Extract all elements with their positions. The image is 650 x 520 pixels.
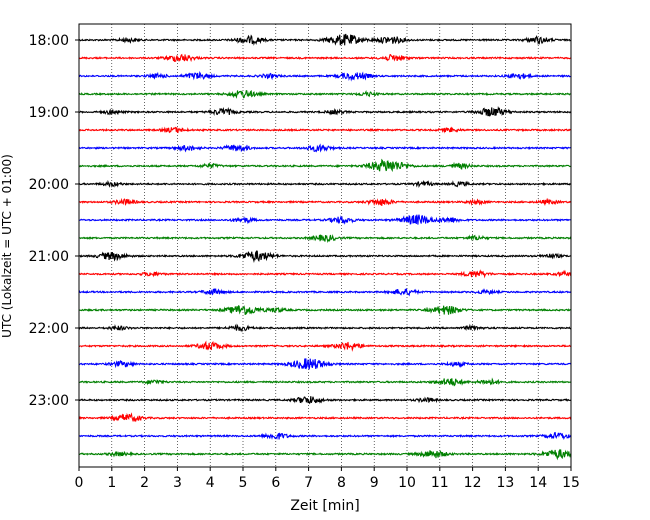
trace-20 bbox=[78, 396, 572, 405]
trace-group bbox=[78, 33, 572, 461]
trace-7 bbox=[78, 158, 572, 173]
trace-3 bbox=[78, 89, 572, 99]
x-tick-label-1: 1 bbox=[107, 475, 116, 491]
x-tick-label-11: 11 bbox=[431, 475, 449, 491]
x-tick-label-0: 0 bbox=[75, 475, 84, 491]
y-tick-label-5: 23:00 bbox=[29, 393, 69, 409]
trace-15 bbox=[78, 304, 572, 316]
grid-lines bbox=[111, 24, 539, 467]
x-tick-label-10: 10 bbox=[398, 475, 416, 491]
y-tick-label-0: 18:00 bbox=[29, 33, 69, 49]
x-tick-label-13: 13 bbox=[496, 475, 514, 491]
y-axis-label: UTC (Lokalzeit = UTC + 01:00) bbox=[0, 154, 14, 338]
x-tick-label-5: 5 bbox=[239, 475, 248, 491]
y-tick-label-3: 21:00 bbox=[29, 249, 69, 265]
trace-14 bbox=[78, 288, 572, 297]
trace-21 bbox=[78, 412, 572, 423]
x-tick-label-3: 3 bbox=[173, 475, 182, 491]
trace-2 bbox=[78, 71, 572, 82]
x-tick-label-7: 7 bbox=[304, 475, 313, 491]
y-tick-label-1: 19:00 bbox=[29, 105, 69, 121]
x-tick-label-12: 12 bbox=[464, 475, 482, 491]
trace-19 bbox=[78, 377, 572, 387]
trace-18 bbox=[78, 358, 572, 370]
trace-23 bbox=[78, 448, 572, 461]
x-tick-label-4: 4 bbox=[206, 475, 215, 491]
x-tick-label-9: 9 bbox=[370, 475, 379, 491]
x-tick-label-8: 8 bbox=[337, 475, 346, 491]
trace-22 bbox=[78, 431, 572, 440]
trace-4 bbox=[78, 106, 572, 118]
trace-8 bbox=[78, 179, 572, 188]
trace-11 bbox=[78, 233, 572, 244]
trace-5 bbox=[78, 126, 572, 134]
x-tick-label-2: 2 bbox=[140, 475, 149, 491]
trace-10 bbox=[78, 214, 572, 225]
plot-frame bbox=[78, 23, 572, 468]
x-tick-label-14: 14 bbox=[529, 475, 547, 491]
trace-16 bbox=[78, 323, 572, 333]
trace-12 bbox=[78, 250, 572, 264]
trace-13 bbox=[78, 269, 572, 279]
x-tick-label-15: 15 bbox=[562, 475, 580, 491]
x-tick-label-6: 6 bbox=[271, 475, 280, 491]
trace-9 bbox=[78, 197, 572, 207]
trace-1 bbox=[78, 53, 572, 63]
y-tick-label-4: 22:00 bbox=[29, 321, 69, 337]
trace-17 bbox=[78, 340, 572, 352]
y-tick-label-2: 20:00 bbox=[29, 177, 69, 193]
trace-0 bbox=[78, 33, 572, 46]
trace-6 bbox=[78, 143, 572, 153]
x-axis-label: Zeit [min] bbox=[290, 498, 359, 514]
axes-group: 0 1 2 3 4 5 6 7 8 9 10 11 12 13 14 1518:0019:0020:0021:… bbox=[29, 23, 580, 491]
